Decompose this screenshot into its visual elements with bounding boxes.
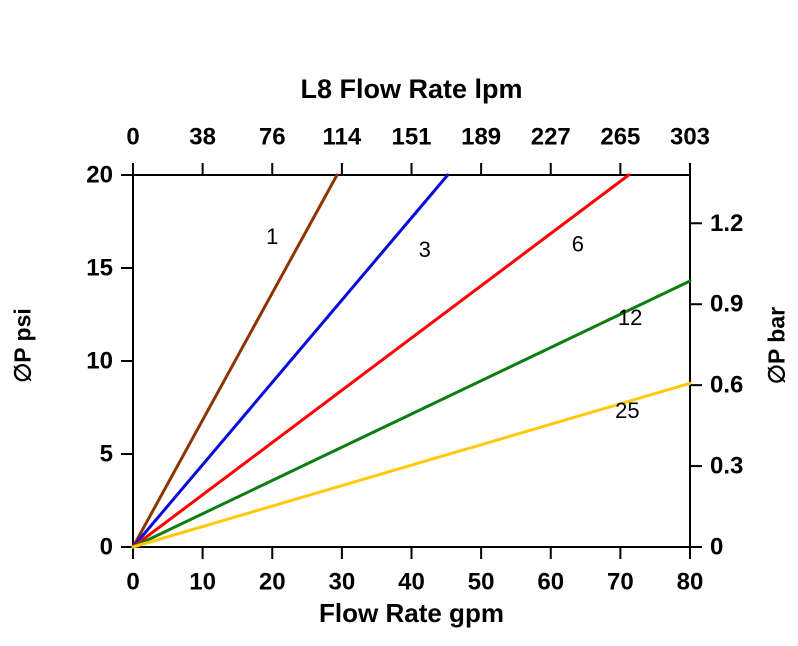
y-tick-label-bar: 0.6 bbox=[710, 372, 743, 399]
x-tick-label-gpm: 60 bbox=[537, 569, 564, 596]
y-tick-label-psi: 10 bbox=[86, 348, 113, 375]
x-tick-label-gpm: 70 bbox=[607, 569, 634, 596]
x-tick-label-lpm: 151 bbox=[391, 124, 431, 151]
x-tick-label-lpm: 265 bbox=[600, 124, 640, 151]
series-label-6: 6 bbox=[572, 231, 584, 256]
plot-border bbox=[132, 174, 691, 548]
y-tick-label-psi: 5 bbox=[100, 441, 113, 468]
x-tick-label-lpm: 76 bbox=[259, 124, 286, 151]
series-line-25 bbox=[131, 381, 692, 549]
x-tick-label-lpm: 0 bbox=[126, 124, 139, 151]
y-tick-label-psi: 20 bbox=[86, 162, 113, 189]
y-tick-label-psi: 0 bbox=[100, 534, 113, 561]
bottom-axis-title: Flow Rate gpm bbox=[319, 598, 504, 628]
y-tick-label-bar: 1.2 bbox=[710, 210, 743, 237]
x-tick-label-gpm: 30 bbox=[329, 569, 356, 596]
y-tick-label-psi: 15 bbox=[86, 255, 113, 282]
y-tick-label-bar: 0.3 bbox=[710, 453, 743, 480]
series-line-1 bbox=[131, 173, 339, 549]
x-tick-label-lpm: 227 bbox=[531, 124, 571, 151]
series-label-1: 1 bbox=[266, 224, 278, 249]
x-tick-label-gpm: 80 bbox=[677, 569, 704, 596]
x-tick-label-gpm: 20 bbox=[259, 569, 286, 596]
y-tick-label-bar: 0 bbox=[710, 534, 723, 561]
x-tick-label-lpm: 114 bbox=[323, 124, 362, 151]
y-tick-label-bar: 0.9 bbox=[710, 291, 743, 318]
x-tick-label-gpm: 0 bbox=[126, 569, 139, 596]
x-tick-label-lpm: 303 bbox=[670, 124, 710, 151]
series-line-3 bbox=[131, 173, 450, 549]
series-label-3: 3 bbox=[419, 237, 431, 262]
x-tick-label-gpm: 40 bbox=[398, 569, 425, 596]
series-label-12: 12 bbox=[618, 305, 642, 330]
top-axis-title: L8 Flow Rate lpm bbox=[300, 74, 523, 104]
series-label-25: 25 bbox=[615, 398, 639, 423]
x-tick-label-lpm: 38 bbox=[189, 124, 216, 151]
x-tick-label-lpm: 189 bbox=[461, 124, 501, 151]
x-tick-label-gpm: 50 bbox=[468, 569, 495, 596]
x-tick-label-gpm: 10 bbox=[189, 569, 216, 596]
series-line-6 bbox=[131, 173, 631, 549]
series-line-12 bbox=[131, 279, 692, 549]
